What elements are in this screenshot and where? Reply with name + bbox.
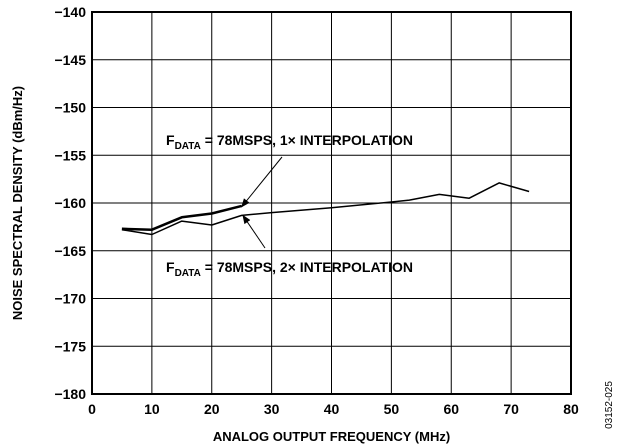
annotation-label-2: FDATA = 78MSPS, 2× INTERPOLATION bbox=[166, 259, 413, 279]
y-tick-label: −175 bbox=[54, 338, 86, 354]
y-tick-label: −145 bbox=[54, 52, 86, 68]
x-axis-title: ANALOG OUTPUT FREQUENCY (MHz) bbox=[213, 429, 450, 444]
x-tick-label: 10 bbox=[144, 401, 160, 417]
tick-labels: 0 10 20 30 40 50 60 70 80 −140 −145 −150 −155 −160 −16… bbox=[54, 4, 579, 417]
annotation-label-1: FDATA = 78MSPS, 1× INTERPOLATION bbox=[166, 132, 413, 152]
x-tick-label: 0 bbox=[88, 401, 96, 417]
x-tick-label: 40 bbox=[324, 401, 340, 417]
y-tick-label: −160 bbox=[54, 195, 86, 211]
series-line-2 bbox=[121, 182, 530, 236]
annotation-arrow-2 bbox=[242, 214, 266, 249]
annotation-arrow-1 bbox=[241, 156, 283, 208]
y-tick-label: −140 bbox=[54, 4, 86, 20]
figure-id: 03152-025 bbox=[604, 381, 615, 429]
x-tick-label: 30 bbox=[264, 401, 280, 417]
y-tick-label: −180 bbox=[54, 386, 86, 402]
y-tick-label: −170 bbox=[54, 291, 86, 307]
series-layer bbox=[121, 182, 530, 236]
y-tick-label: −165 bbox=[54, 243, 86, 259]
grid bbox=[92, 12, 571, 394]
x-tick-label: 80 bbox=[563, 401, 579, 417]
y-tick-label: −150 bbox=[54, 100, 86, 116]
series-line-1 bbox=[121, 204, 243, 231]
y-axis-title: NOISE SPECTRAL DENSITY (dBm/Hz) bbox=[10, 86, 25, 320]
y-tick-label: −155 bbox=[54, 147, 86, 163]
annotations: FDATA = 78MSPS, 1× INTERPOLATION FDATA = … bbox=[166, 132, 413, 279]
x-tick-label: 50 bbox=[384, 401, 400, 417]
x-tick-label: 70 bbox=[503, 401, 519, 417]
x-tick-label: 60 bbox=[443, 401, 459, 417]
x-tick-label: 20 bbox=[204, 401, 220, 417]
plot-frame bbox=[91, 11, 572, 395]
